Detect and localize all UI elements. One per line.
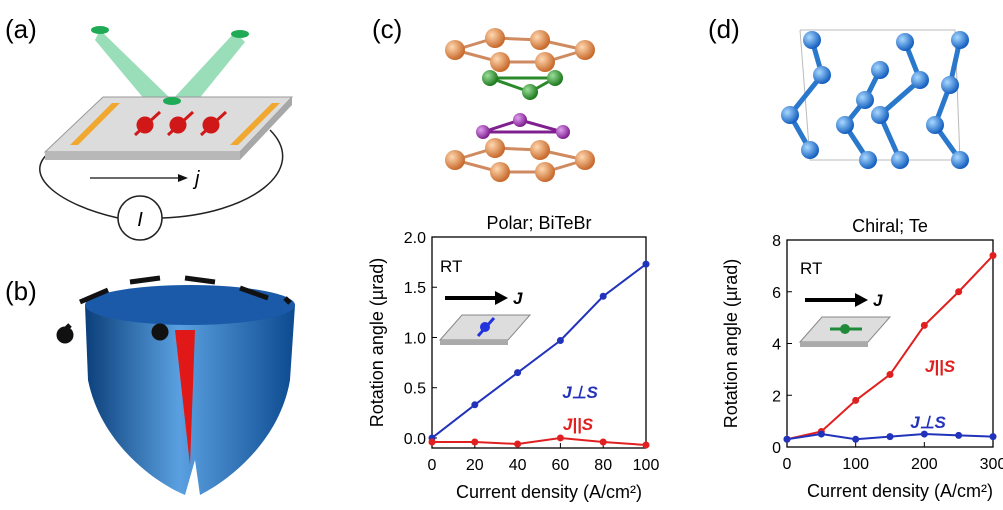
data-point [643, 261, 650, 268]
data-point [514, 440, 521, 447]
data-point [557, 337, 564, 344]
inset-label: RT [800, 259, 822, 278]
x-tick-label: 0 [428, 457, 437, 474]
series-label: J||S [925, 357, 956, 376]
x-tick-label: 80 [594, 457, 612, 474]
data-point [990, 252, 997, 259]
data-point [887, 433, 894, 440]
y-tick-label: 2.0 [404, 230, 426, 247]
inset-arrowhead [855, 293, 868, 307]
chart-title: Chiral; Te [852, 216, 928, 236]
x-tick-label: 100 [633, 457, 660, 474]
inset-plate-edge [440, 340, 508, 345]
y-axis-label: Rotation angle (µrad) [721, 259, 741, 428]
y-tick-label: 4 [772, 337, 781, 354]
data-point [852, 436, 859, 443]
inset-arrowhead [495, 291, 508, 305]
data-point [514, 369, 521, 376]
series-line [432, 264, 646, 438]
x-tick-label: 300 [980, 456, 1003, 473]
data-point [955, 432, 962, 439]
x-axis-label: Current density (A/cm²) [807, 481, 993, 501]
y-tick-label: 1.5 [404, 280, 426, 297]
data-point [643, 441, 650, 448]
x-tick-label: 200 [911, 456, 938, 473]
y-tick-label: 0.5 [404, 381, 426, 398]
panel-label: (c) [372, 14, 402, 44]
data-point [784, 436, 791, 443]
band-illustration [59, 278, 295, 495]
y-tick-label: 6 [772, 285, 781, 302]
data-point [600, 438, 607, 445]
x-tick-label: 40 [509, 457, 527, 474]
y-axis-label: Rotation angle (µrad) [367, 258, 387, 427]
y-tick-label: 8 [772, 233, 781, 250]
data-point [921, 322, 928, 329]
current-label: j [192, 168, 200, 190]
data-point [471, 438, 478, 445]
data-point [600, 293, 607, 300]
series-label: J⊥S [910, 413, 946, 432]
crystal-illustration [445, 28, 595, 182]
data-point [557, 434, 564, 441]
inset-label: J [873, 291, 883, 310]
y-tick-label: 2 [772, 388, 781, 405]
series-label: J⊥S [562, 383, 598, 402]
y-tick-label: 1.0 [404, 330, 426, 347]
data-point [852, 397, 859, 404]
y-tick-label: 0.0 [404, 431, 426, 448]
data-point [887, 371, 894, 378]
x-tick-label: 100 [842, 456, 869, 473]
meter-label: I [137, 209, 143, 231]
data-point [471, 401, 478, 408]
data-point [818, 431, 825, 438]
panel-label: (d) [708, 14, 740, 44]
panel-label: (b) [5, 276, 37, 306]
x-tick-label: 0 [783, 456, 792, 473]
data-point [990, 433, 997, 440]
data-point [955, 288, 962, 295]
data-point [429, 438, 436, 445]
y-tick-label: 0 [772, 440, 781, 457]
setup-illustration: j I [40, 26, 292, 240]
chart-title: Polar; BiTeBr [486, 213, 591, 233]
inset-label: RT [440, 257, 462, 276]
inset-plate-edge [800, 342, 868, 347]
series-label: J||S [563, 415, 594, 434]
figure: (a) (b) (c) (d) j I [0, 0, 1003, 505]
series-line [787, 256, 993, 440]
series-line [432, 438, 646, 445]
panel-label: (a) [5, 14, 37, 44]
x-tick-label: 20 [466, 457, 484, 474]
tellurium-illustration [781, 30, 969, 169]
x-tick-label: 60 [552, 457, 570, 474]
x-axis-label: Current density (A/cm²) [456, 482, 642, 502]
inset-label: J [513, 289, 523, 308]
